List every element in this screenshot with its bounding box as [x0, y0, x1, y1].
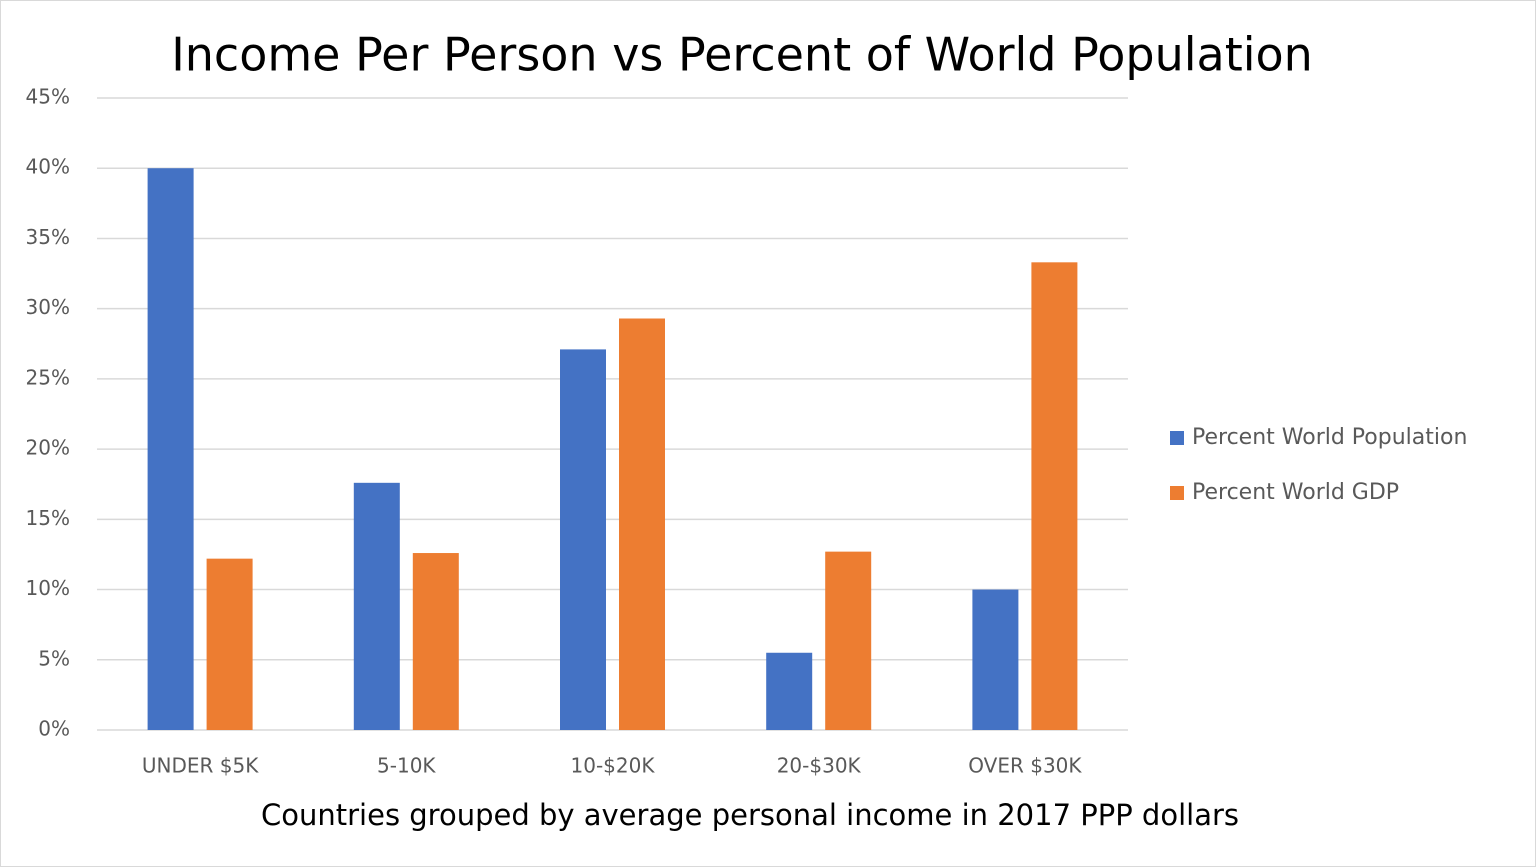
legend-label: Percent World Population [1192, 425, 1467, 450]
x-tick-label: OVER $30K [968, 754, 1082, 778]
bar [412, 553, 459, 730]
x-tick-label: UNDER $5K [142, 754, 259, 778]
x-tick-label: 5-10K [377, 754, 436, 778]
bar [619, 318, 665, 730]
y-tick-label: 40% [26, 155, 70, 179]
x-tick-label: 20-$30K [777, 754, 862, 778]
bar [825, 551, 872, 730]
y-tick-label: 5% [38, 646, 70, 670]
bar [766, 652, 813, 730]
y-tick-label: 45% [26, 85, 70, 109]
bar [972, 589, 1019, 730]
bar [353, 482, 400, 730]
y-tick-label: 30% [26, 295, 70, 319]
y-tick-label: 10% [26, 576, 70, 600]
legend-label: Percent World GDP [1192, 480, 1399, 505]
bar [147, 168, 194, 730]
chart-title: Income Per Person vs Percent of World Po… [171, 28, 1313, 82]
y-tick-label: 15% [26, 506, 70, 530]
y-tick-label: 0% [38, 717, 70, 741]
x-axis-label: Countries grouped by average personal in… [261, 798, 1239, 832]
bar [206, 558, 253, 730]
x-tick-label: 10-$20K [571, 754, 656, 778]
legend-swatch [1170, 486, 1184, 500]
bar [560, 349, 606, 730]
y-tick-label: 35% [26, 225, 70, 249]
bar [1031, 262, 1078, 730]
legend-swatch [1170, 431, 1184, 445]
y-tick-label: 25% [26, 365, 70, 389]
y-tick-label: 20% [26, 436, 70, 460]
